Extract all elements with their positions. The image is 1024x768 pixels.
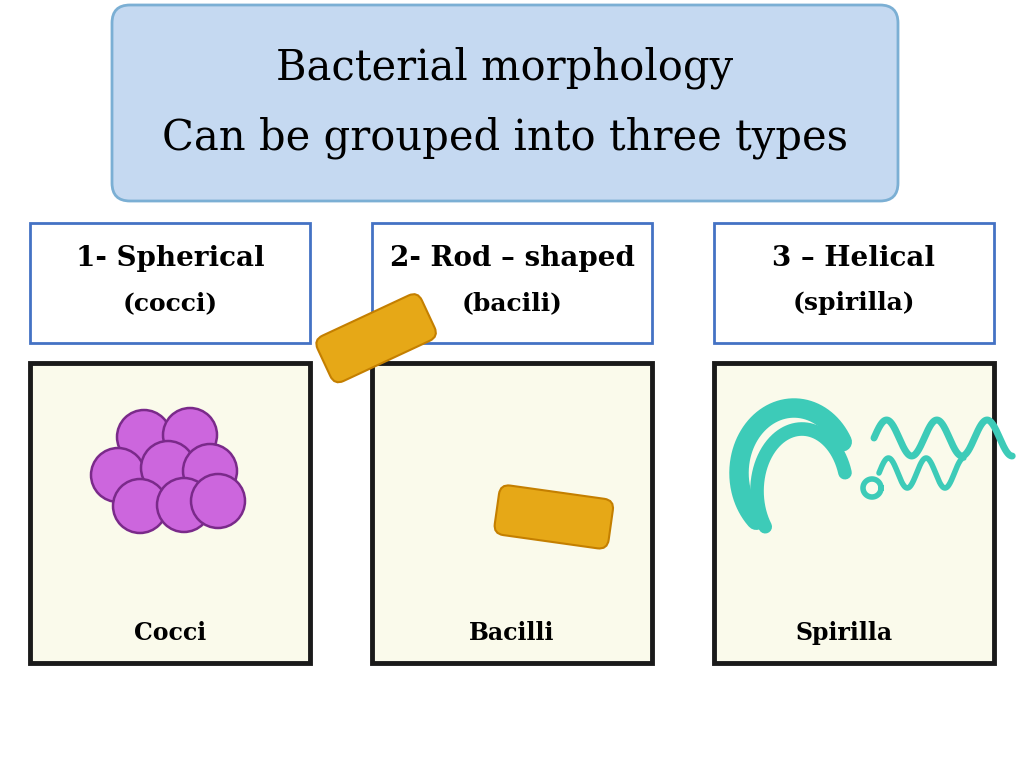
Text: Can be grouped into three types: Can be grouped into three types <box>162 117 848 160</box>
Circle shape <box>117 410 171 464</box>
Circle shape <box>113 479 167 533</box>
Text: (bacili): (bacili) <box>462 291 562 315</box>
FancyBboxPatch shape <box>714 363 994 663</box>
Text: (spirilla): (spirilla) <box>793 291 915 315</box>
Text: 3 – Helical: 3 – Helical <box>772 246 936 273</box>
Circle shape <box>141 441 195 495</box>
FancyBboxPatch shape <box>495 485 613 548</box>
Text: 2- Rod – shaped: 2- Rod – shaped <box>389 246 635 273</box>
FancyBboxPatch shape <box>714 223 994 343</box>
Text: (cocci): (cocci) <box>123 291 217 315</box>
FancyBboxPatch shape <box>316 294 436 382</box>
Text: Spirilla: Spirilla <box>796 621 893 645</box>
Circle shape <box>157 478 211 532</box>
FancyBboxPatch shape <box>112 5 898 201</box>
Text: Cocci: Cocci <box>134 621 206 645</box>
FancyBboxPatch shape <box>30 223 310 343</box>
Circle shape <box>191 474 245 528</box>
FancyBboxPatch shape <box>372 363 652 663</box>
Circle shape <box>91 448 145 502</box>
Text: Bacterial morphology: Bacterial morphology <box>276 47 733 89</box>
FancyBboxPatch shape <box>30 363 310 663</box>
Text: 1- Spherical: 1- Spherical <box>76 246 264 273</box>
Circle shape <box>183 444 237 498</box>
Text: Bacilli: Bacilli <box>469 621 555 645</box>
FancyBboxPatch shape <box>372 223 652 343</box>
Circle shape <box>163 408 217 462</box>
